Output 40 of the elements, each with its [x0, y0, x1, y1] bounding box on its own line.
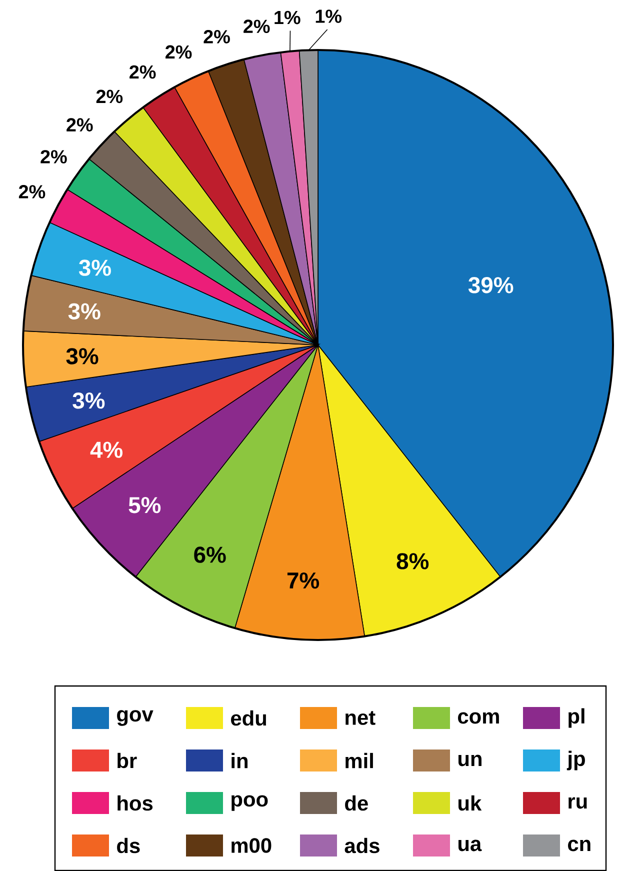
data-label: 8% — [396, 553, 429, 570]
data-label: 2% — [18, 185, 46, 198]
legend-label: gov — [117, 710, 154, 726]
legend-label: uk — [458, 795, 482, 811]
legend-label: hos — [118, 795, 153, 811]
legend-label: ru — [568, 797, 587, 809]
legend-label: in — [232, 752, 248, 768]
legend-label: pl — [568, 708, 584, 728]
data-label: 3% — [68, 303, 100, 320]
legend-label: poo — [232, 795, 268, 811]
data-label: 1% — [316, 10, 342, 23]
legend-label: ds — [117, 838, 140, 854]
data-label: 3% — [66, 348, 98, 364]
legend-label: de — [345, 795, 368, 811]
data-label: 3% — [72, 392, 105, 409]
data-label: 2% — [166, 45, 192, 59]
legend-label: un — [458, 754, 482, 766]
legend-label: cn — [568, 840, 590, 852]
data-label: 4% — [90, 442, 123, 458]
legend-label: net — [346, 711, 376, 725]
data-label: 3% — [78, 260, 111, 276]
data-label: 2% — [244, 20, 270, 34]
data-label: 2% — [204, 30, 230, 44]
data-label: 39% — [468, 277, 514, 294]
legend-label: ua — [458, 840, 482, 852]
legend-label: edu — [231, 710, 266, 726]
legend-label: com — [458, 712, 499, 724]
data-label: 2% — [66, 118, 93, 132]
data-label: 1% — [274, 10, 300, 24]
legend-label: jp — [566, 750, 585, 770]
legend-label: ads — [344, 838, 380, 854]
data-label: 2% — [96, 90, 123, 104]
data-label: 2% — [40, 150, 67, 164]
data-label: 6% — [194, 546, 226, 563]
data-label: 7% — [287, 572, 320, 589]
legend-label: br — [118, 752, 137, 768]
data-label: 2% — [130, 65, 156, 79]
legend-label: m00 — [232, 838, 272, 853]
data-label: 5% — [128, 497, 161, 514]
legend-label: mil — [346, 752, 373, 768]
